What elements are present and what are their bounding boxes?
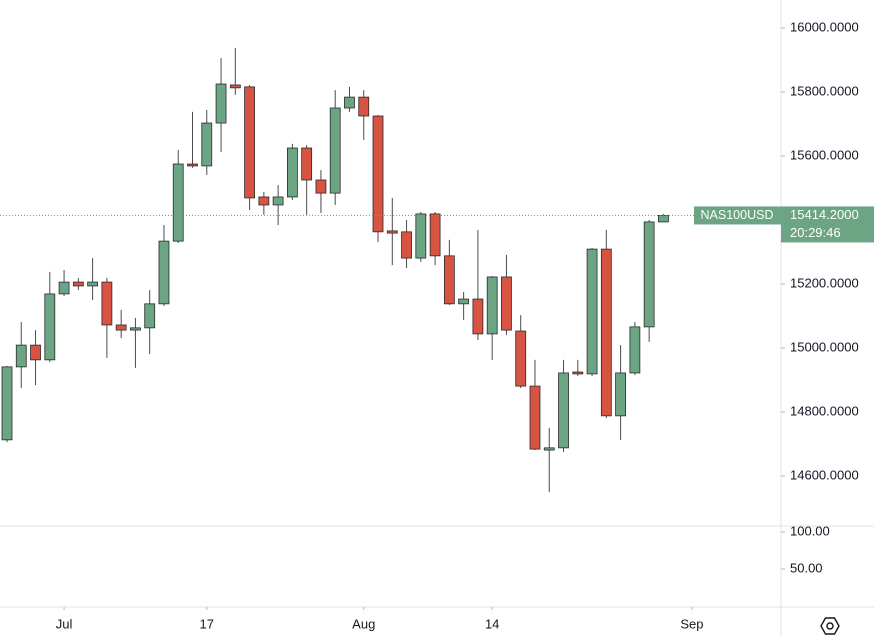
candle-body: [201, 122, 213, 167]
x-tick-label: Aug: [352, 616, 375, 631]
x-tick-label: 17: [200, 616, 214, 631]
candle-body: [600, 248, 612, 417]
candle-body: [315, 179, 327, 194]
symbol-label: NAS100USD: [701, 208, 774, 222]
candle-body: [486, 276, 498, 335]
y-tick-label: 15800.0000: [790, 83, 859, 98]
y-tick-label: 14800.0000: [790, 403, 859, 418]
symbol-badge: [694, 206, 781, 225]
candle-body: [415, 213, 427, 259]
candle-body: [529, 385, 541, 450]
candle-body: [115, 324, 127, 331]
candle-body: [458, 298, 470, 305]
candle-body: [144, 303, 156, 329]
x-tick-label: Sep: [680, 616, 703, 631]
settings-hexagon[interactable]: [820, 617, 840, 635]
settings-dot[interactable]: [826, 622, 834, 630]
candle-body: [443, 255, 455, 305]
candle-body: [301, 147, 313, 181]
lower-y-tick-label: 50.00: [790, 560, 823, 575]
y-tick-label: 15000.0000: [790, 339, 859, 354]
candle-body: [344, 96, 355, 109]
candle-body: [543, 447, 555, 451]
candle-body: [372, 115, 384, 233]
candle-body: [629, 326, 641, 374]
candle-body: [358, 96, 370, 117]
last-price-label: 15414.2000: [790, 207, 859, 222]
lower-y-tick-label: 100.00: [790, 523, 830, 538]
candle-body: [1, 366, 13, 441]
candle-body: [272, 196, 284, 206]
candle-body: [558, 372, 569, 449]
candle-body: [158, 240, 170, 305]
candle-body: [258, 196, 270, 206]
candle-body: [472, 298, 484, 335]
y-tick-label: 16000.0000: [790, 19, 859, 34]
x-tick-label: Jul: [56, 616, 73, 631]
candle-body: [329, 107, 341, 194]
countdown-label: 20:29:46: [790, 225, 841, 240]
candle-body: [130, 327, 141, 331]
x-tick-label: 14: [485, 616, 499, 631]
candle-body: [501, 276, 512, 331]
candle-body: [586, 248, 598, 375]
candle-body: [429, 213, 441, 257]
candle-body: [643, 221, 655, 328]
candle-body: [386, 230, 398, 234]
candle-body: [101, 281, 113, 326]
candle-body: [215, 83, 227, 124]
candle-body: [15, 344, 27, 368]
candle-body: [615, 372, 626, 417]
settings-icon[interactable]: [820, 617, 840, 635]
candle-body: [286, 147, 298, 198]
candle-body: [72, 281, 84, 287]
candle-body: [658, 215, 669, 223]
candle-body: [572, 371, 584, 375]
y-tick-label: 14600.0000: [790, 467, 859, 482]
candle-body: [44, 293, 56, 361]
candle-body: [172, 163, 184, 242]
candle-body: [187, 163, 198, 167]
last-price-badge: [781, 206, 874, 243]
candle-body: [58, 281, 70, 295]
y-tick-label: 15600.0000: [790, 147, 859, 162]
candle-body: [87, 281, 99, 287]
candle-body: [30, 344, 41, 361]
y-tick-label: 15200.0000: [790, 275, 859, 290]
candle-body: [229, 84, 241, 89]
candle-body: [515, 330, 527, 387]
candle-body: [244, 86, 255, 199]
candle-body: [401, 231, 412, 259]
